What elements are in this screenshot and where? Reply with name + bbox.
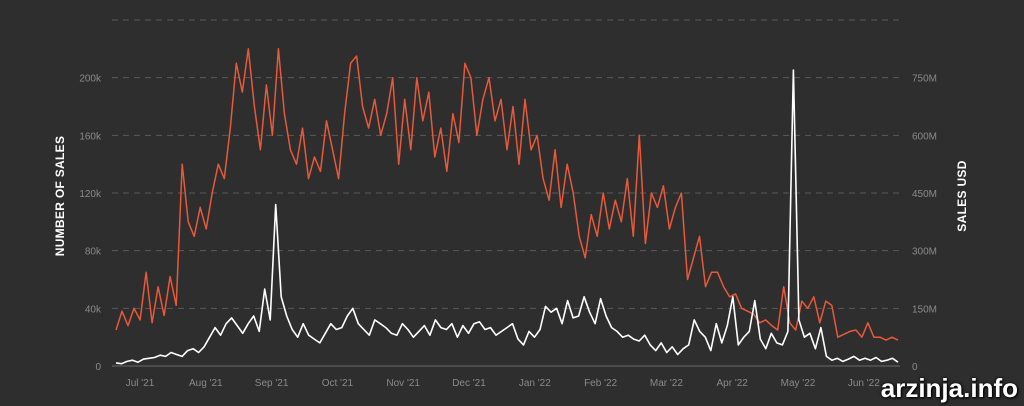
x-tick-label: Nov '21 xyxy=(386,378,420,389)
number-of-sales-line xyxy=(115,48,899,341)
x-tick-label: Aug '21 xyxy=(189,378,223,389)
x-tick-label: Jun '22 xyxy=(848,378,880,389)
right-tick-label: 450M xyxy=(912,189,937,200)
x-tick-label: Mar '22 xyxy=(650,378,683,389)
right-tick-label: 750M xyxy=(912,74,937,85)
watermark: arzinja.info xyxy=(880,373,1018,403)
left-tick-label: 160k xyxy=(79,131,102,142)
series-layer xyxy=(115,48,899,365)
x-tick-label: Jan '22 xyxy=(519,378,551,389)
left-axis-ticks: 0 40k 80k 120k 160k 200k xyxy=(79,74,102,373)
x-tick-label: May '22 xyxy=(781,378,816,389)
x-tick-label: Dec '21 xyxy=(452,378,486,389)
sales-usd-line xyxy=(115,69,899,365)
left-tick-label: 120k xyxy=(79,189,102,200)
x-tick-label: Feb '22 xyxy=(584,378,617,389)
left-tick-label: 80k xyxy=(85,247,102,258)
x-tick-label: Apr '22 xyxy=(717,378,749,389)
right-tick-label: 0 xyxy=(912,362,918,373)
right-tick-label: 150M xyxy=(912,304,937,315)
right-axis-ticks: 0 150M 300M 450M 600M 750M xyxy=(912,74,937,373)
left-tick-label: 40k xyxy=(85,304,102,315)
x-tick-label: Oct '21 xyxy=(322,378,354,389)
right-tick-label: 300M xyxy=(912,247,937,258)
x-tick-label: Jul '21 xyxy=(126,378,155,389)
grid-lines xyxy=(112,19,900,309)
left-tick-label: 0 xyxy=(95,362,101,373)
left-axis-title: NUMBER OF SALES xyxy=(53,136,67,257)
x-tick-label: Sep '21 xyxy=(255,378,289,389)
left-tick-label: 200k xyxy=(79,74,102,85)
right-axis-title: SALES USD xyxy=(955,160,969,231)
right-tick-label: 600M xyxy=(912,131,937,142)
x-axis-ticks: Jul '21 Aug '21 Sep '21 Oct '21 Nov '21 Dec '… xyxy=(126,378,881,389)
